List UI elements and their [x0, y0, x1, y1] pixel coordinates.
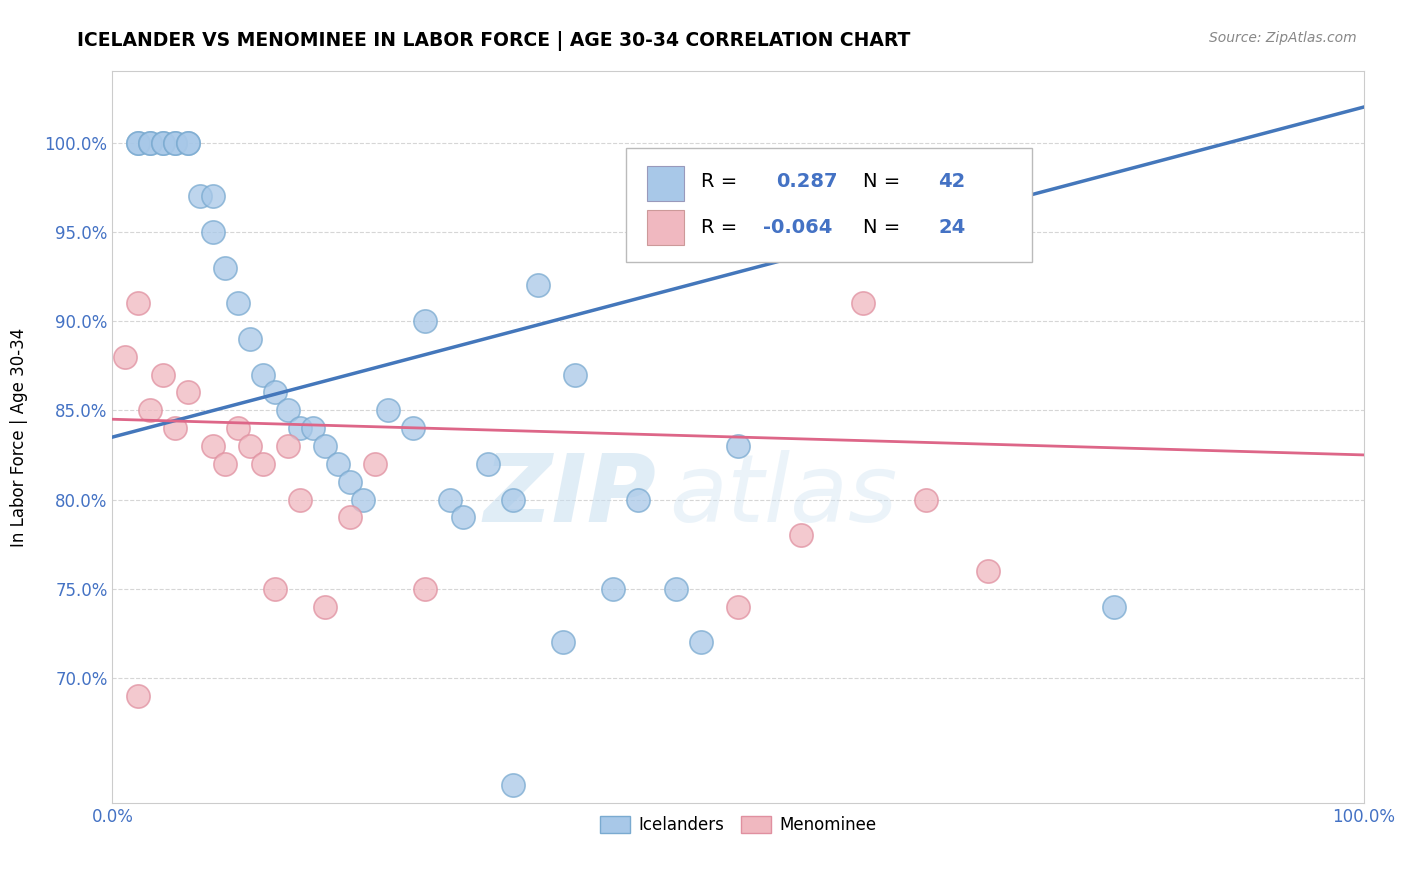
Point	[602, 582, 624, 596]
Point	[139, 136, 162, 150]
Point	[551, 635, 574, 649]
Point	[127, 136, 149, 150]
Point	[326, 457, 349, 471]
Point	[290, 492, 312, 507]
Point	[188, 189, 211, 203]
Point	[176, 385, 198, 400]
Point	[413, 582, 436, 596]
Point	[277, 439, 299, 453]
Point	[564, 368, 586, 382]
Point	[152, 368, 174, 382]
Text: -0.064: -0.064	[763, 218, 832, 236]
Point	[627, 492, 650, 507]
Point	[402, 421, 425, 435]
Point	[301, 421, 323, 435]
Point	[176, 136, 198, 150]
Text: atlas: atlas	[669, 450, 897, 541]
Point	[290, 421, 312, 435]
Point	[689, 635, 711, 649]
Point	[163, 136, 186, 150]
Point	[226, 296, 249, 310]
Point	[790, 528, 813, 542]
Y-axis label: In Labor Force | Age 30-34: In Labor Force | Age 30-34	[10, 327, 28, 547]
Point	[163, 136, 186, 150]
Point	[127, 689, 149, 703]
Bar	[647, 210, 685, 244]
Text: N =: N =	[863, 171, 900, 191]
Point	[339, 475, 361, 489]
Text: 24: 24	[938, 218, 966, 236]
Point	[277, 403, 299, 417]
Point	[226, 421, 249, 435]
Point	[502, 778, 524, 792]
Point	[477, 457, 499, 471]
Point	[201, 189, 224, 203]
Point	[176, 136, 198, 150]
Point	[264, 385, 287, 400]
Point	[377, 403, 399, 417]
Point	[413, 314, 436, 328]
Point	[1102, 599, 1125, 614]
Point	[314, 439, 336, 453]
Point	[439, 492, 461, 507]
Point	[214, 457, 236, 471]
Point	[201, 225, 224, 239]
Point	[152, 136, 174, 150]
Point	[451, 510, 474, 524]
Point	[114, 350, 136, 364]
Point	[527, 278, 550, 293]
Text: R =: R =	[700, 171, 737, 191]
Point	[364, 457, 387, 471]
Text: N =: N =	[863, 218, 900, 236]
Point	[214, 260, 236, 275]
Point	[239, 439, 262, 453]
Text: 42: 42	[938, 171, 966, 191]
Point	[139, 403, 162, 417]
Point	[252, 368, 274, 382]
Text: ZIP: ZIP	[484, 450, 657, 541]
Point	[201, 439, 224, 453]
Point	[915, 492, 938, 507]
Point	[139, 136, 162, 150]
Text: 0.287: 0.287	[776, 171, 837, 191]
Point	[127, 136, 149, 150]
Point	[502, 492, 524, 507]
FancyBboxPatch shape	[626, 148, 1032, 261]
Point	[727, 439, 749, 453]
Text: Source: ZipAtlas.com: Source: ZipAtlas.com	[1209, 31, 1357, 45]
Point	[852, 296, 875, 310]
Point	[339, 510, 361, 524]
Point	[152, 136, 174, 150]
Point	[664, 582, 686, 596]
Point	[127, 296, 149, 310]
Text: R =: R =	[700, 218, 737, 236]
Point	[727, 599, 749, 614]
Point	[264, 582, 287, 596]
Bar	[647, 166, 685, 201]
Text: ICELANDER VS MENOMINEE IN LABOR FORCE | AGE 30-34 CORRELATION CHART: ICELANDER VS MENOMINEE IN LABOR FORCE | …	[77, 31, 911, 51]
Point	[314, 599, 336, 614]
Point	[352, 492, 374, 507]
Point	[239, 332, 262, 346]
Point	[252, 457, 274, 471]
Point	[163, 421, 186, 435]
Legend: Icelanders, Menominee: Icelanders, Menominee	[592, 807, 884, 842]
Point	[977, 564, 1000, 578]
